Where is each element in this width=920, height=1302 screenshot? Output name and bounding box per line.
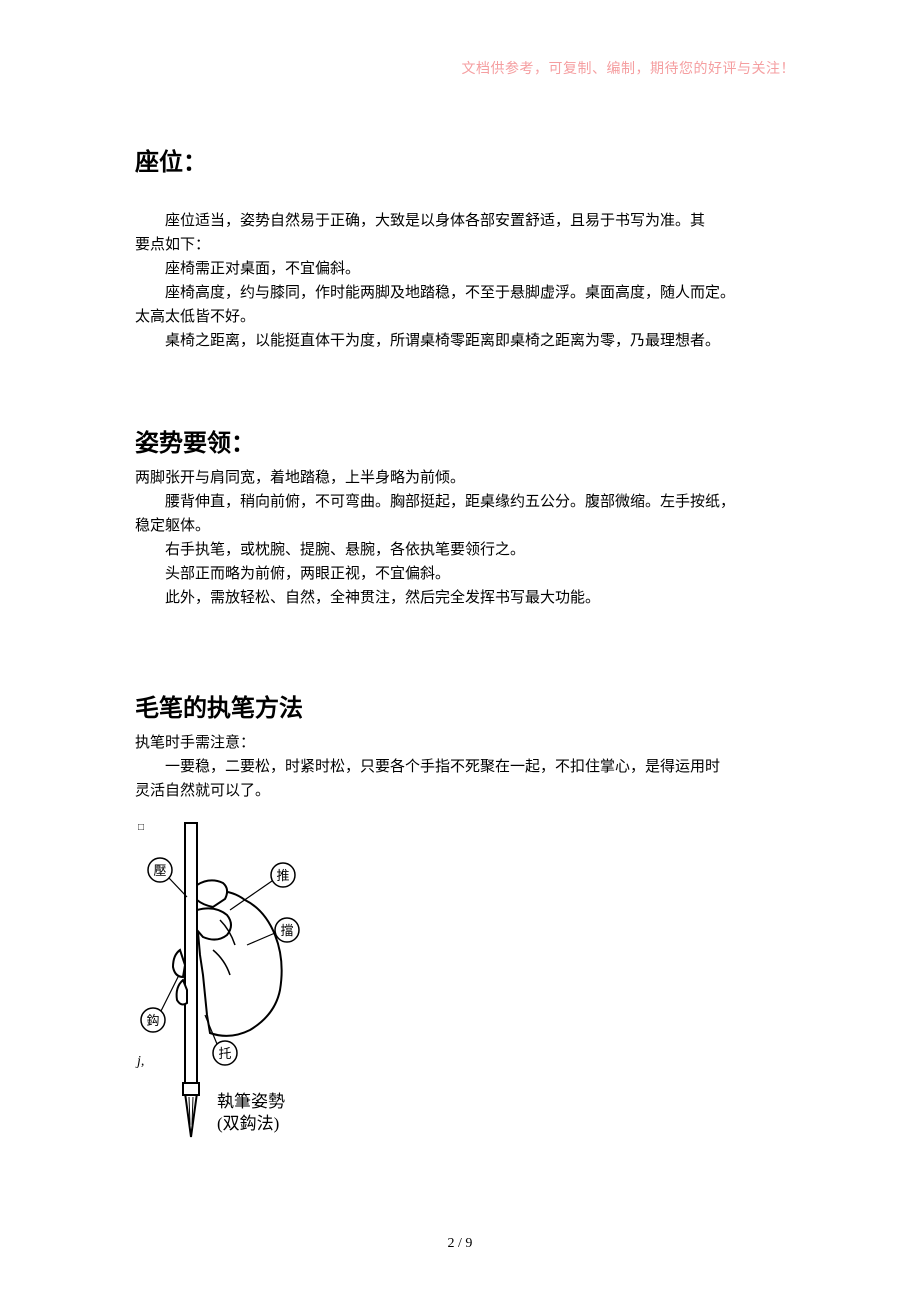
watermark-text: 文档供参考，可复制、编制，期待您的好评与关注！	[462, 58, 796, 78]
brush-ferrule	[183, 1083, 199, 1095]
body-line: 座椅高度，约与膝同，作时能两脚及地踏稳，不至于悬脚虚浮。桌面高度，随人而定。	[135, 281, 795, 305]
body-line: 腰背伸直，稍向前俯，不可弯曲。胸部挺起，距桌缘约五公分。腹部微缩。左手按纸，	[135, 490, 795, 514]
ring-finger	[177, 980, 187, 1004]
body-line: 稳定躯体。	[135, 514, 795, 538]
heading-seat: 座位：	[135, 142, 795, 177]
body-line: 要点如下：	[135, 233, 795, 257]
body-line: 右手执笔，或枕腕、提腕、悬腕，各依执笔要领行之。	[135, 538, 795, 562]
brush-shaft	[185, 823, 197, 1093]
edge-mark: □	[138, 822, 144, 833]
thumb	[197, 908, 231, 939]
body-line: 一要稳，二要松，时紧时松，只要各个手指不死聚在一起，不扣住掌心，是得运用时	[135, 755, 795, 779]
body-line: 头部正而略为前俯，两眼正视，不宜偏斜。	[135, 562, 795, 586]
heading-posture: 姿势要领：	[135, 423, 795, 458]
body-line: 执笔时手需注意：	[135, 731, 795, 755]
edge-mark: j,	[135, 1054, 144, 1069]
label-tuo: 托	[218, 1046, 231, 1061]
label-gou: 鈎	[146, 1013, 159, 1028]
body-line: 座位适当，姿势自然易于正确，大致是以身体各部安置舒适，且易于书写为准。其	[135, 209, 795, 233]
brush-tip	[185, 1093, 197, 1137]
brush-grip-svg: 壓 推 擋 鈎 托 □ j, 執筆姿勢 (双鈎法)	[135, 815, 310, 1157]
body-line: 此外，需放轻松、自然，全神贯注，然后完全发挥书写最大功能。	[135, 586, 795, 610]
label-tui: 推	[276, 868, 289, 883]
figure-caption-1: 執筆姿勢	[217, 1092, 285, 1111]
label-dang: 擋	[280, 923, 293, 938]
page-footer: 2 / 9	[0, 1236, 920, 1252]
heading-brush: 毛笔的执笔方法	[135, 688, 795, 723]
body-line: 两脚张开与肩同宽，着地踏稳，上半身略为前倾。	[135, 466, 795, 490]
middle-finger	[173, 950, 185, 977]
body-line: 灵活自然就可以了。	[135, 779, 795, 803]
body-line: 座椅需正对桌面，不宜偏斜。	[135, 257, 795, 281]
body-line: 太高太低皆不好。	[135, 305, 795, 329]
body-line: 桌椅之距离，以能挺直体干为度，所谓桌椅零距离即桌椅之距离为零，乃最理想者。	[135, 329, 795, 353]
brush-grip-figure: 壓 推 擋 鈎 托 □ j, 執筆姿勢 (双鈎法)	[135, 815, 310, 1157]
figure-caption-2: (双鈎法)	[217, 1114, 279, 1133]
label-ya: 壓	[153, 863, 166, 878]
